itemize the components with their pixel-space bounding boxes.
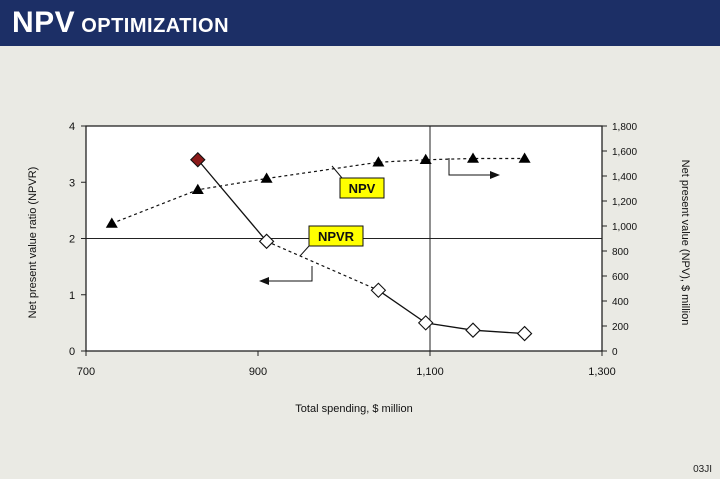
y-left-tick-label: 2 <box>69 234 75 246</box>
header-bar: NPV OPTIMIZATION <box>0 0 720 46</box>
npvr-series-line-solid-tail <box>378 289 525 335</box>
y-right-tick-label: 1,200 <box>612 197 637 208</box>
y-left-axis-label: Net present value ratio (NPVR) <box>27 167 39 319</box>
npv-arrow-line <box>448 158 494 176</box>
y-right-tick-label: 800 <box>612 247 629 258</box>
npv-point <box>419 153 432 164</box>
npv-point <box>191 183 204 194</box>
npv-label-box <box>339 177 385 199</box>
y-left-tick-label: 4 <box>69 121 75 133</box>
npvr-arrow-line <box>266 266 313 282</box>
npvr-arrow-head <box>259 277 269 285</box>
y-right-tick-label: 1,600 <box>612 147 637 158</box>
y-right-tick-label: 1,400 <box>612 172 637 183</box>
y-right-tick-label: 0 <box>612 347 618 358</box>
npvr-point <box>417 315 434 331</box>
npv-chart: 700 900 1,100 1,300 0 1 2 3 4 0 200 400 600 800 1,000 1… <box>27 121 691 415</box>
npv-point <box>518 152 531 163</box>
npvr-label-box <box>308 225 364 247</box>
npv-label-text: NPV <box>349 181 376 196</box>
npv-arrow-head <box>490 171 500 179</box>
y-left-tick-label: 3 <box>69 177 75 189</box>
y-right-tick-label: 1,800 <box>612 122 637 133</box>
page-title: NPV OPTIMIZATION <box>12 6 229 40</box>
x-tick-label: 1,100 <box>416 366 444 378</box>
npv-point <box>260 172 273 183</box>
npvr-point <box>465 322 481 338</box>
npvr-point <box>190 151 206 168</box>
npvr-point <box>258 233 275 250</box>
figure-id: 03JI <box>693 464 712 475</box>
title-main: NPV <box>12 6 76 39</box>
npvr-series-line-solid <box>197 159 268 242</box>
npvr-label-text: NPVR <box>318 229 355 244</box>
y-left-tick-label: 1 <box>69 290 75 302</box>
x-tick-label: 700 <box>77 366 95 378</box>
npv-point <box>372 156 385 167</box>
x-axis-label: Total spending, $ million <box>295 403 412 415</box>
npvr-series-line-dashed <box>266 240 379 291</box>
x-tick-label: 1,300 <box>588 366 616 378</box>
y-right-tick-label: 200 <box>612 322 629 333</box>
y-right-tick-label: 400 <box>612 297 629 308</box>
title-sub: OPTIMIZATION <box>81 15 230 37</box>
y-right-tick-label: 1,000 <box>612 222 637 233</box>
npvr-point <box>516 325 533 342</box>
npvr-leader-line <box>299 245 310 257</box>
x-tick-label: 900 <box>249 366 267 378</box>
y-right-axis-label: Net present value (NPV), $ million <box>679 160 691 326</box>
npv-point <box>105 217 118 228</box>
npv-point <box>467 152 479 163</box>
npv-leader-line <box>331 165 343 179</box>
y-right-tick-label: 600 <box>612 272 629 283</box>
y-left-tick-label: 0 <box>69 346 75 358</box>
npvr-point <box>370 282 387 299</box>
